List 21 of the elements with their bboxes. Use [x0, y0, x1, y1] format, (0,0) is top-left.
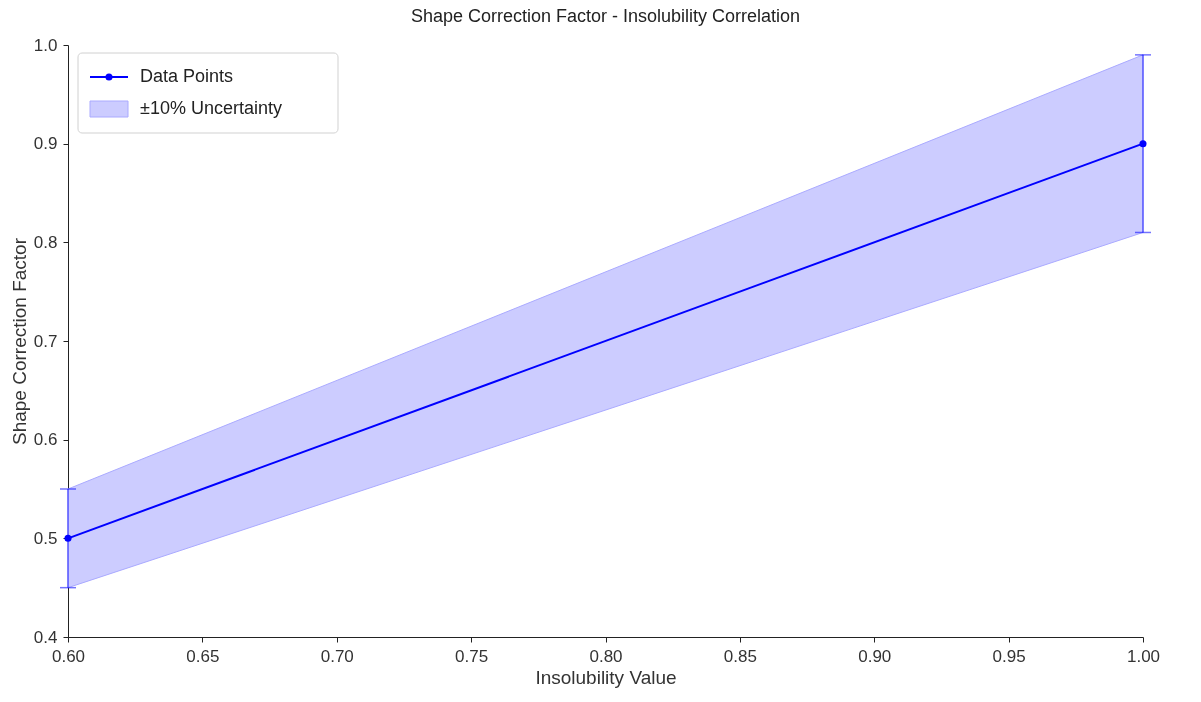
x-tick-label: 0.80 — [589, 646, 623, 666]
x-tick-label: 0.85 — [723, 646, 757, 666]
y-axis-title: Shape Correction Factor — [8, 237, 30, 445]
chart-title: Shape Correction Factor - Insolubility Correlation — [410, 6, 801, 26]
y-tick-label: 0.9 — [33, 134, 58, 154]
x-tick-label: 0.95 — [992, 646, 1026, 666]
y-tick-label: 0.5 — [33, 528, 58, 548]
y-tick-label: 1.0 — [33, 35, 58, 55]
legend-label: ±10% Uncertainty — [140, 98, 282, 118]
x-axis-title: Insolubility Value — [535, 666, 677, 688]
x-tick-label: 0.70 — [320, 646, 354, 666]
x-tick-label: 0.60 — [51, 646, 86, 666]
x-tick-label: 0.75 — [455, 646, 489, 666]
y-tick-label: 0.4 — [33, 627, 58, 647]
x-tick-label: 1.00 — [1126, 646, 1161, 666]
y-tick-label: 0.7 — [33, 331, 58, 351]
y-tick-label: 0.6 — [33, 430, 58, 450]
x-tick-label: 0.90 — [858, 646, 892, 666]
y-tick-label: 0.8 — [33, 232, 58, 252]
x-tick-label: 0.65 — [186, 646, 220, 666]
legend-label: Data Points — [140, 66, 234, 86]
